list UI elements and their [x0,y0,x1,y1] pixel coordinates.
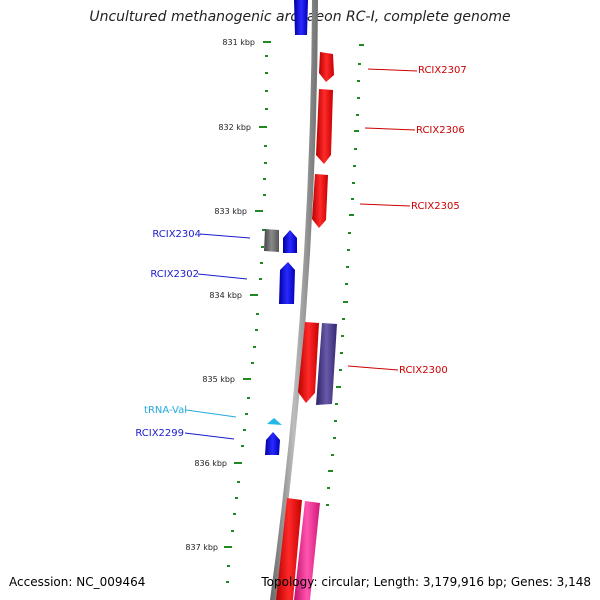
scale-ticks-left [226,55,268,583]
gene-rcix2300-red[interactable] [298,322,319,403]
scale-label-835: 835 kbp [202,375,235,384]
leader-rcix2300 [347,365,399,371]
gene-rcix2302[interactable] [279,262,295,304]
genome-summary-text: Topology: circular; Length: 3,179,916 bp… [261,575,591,589]
label-rcix2304[interactable]: RCIX2304 [152,229,201,240]
scale-label-831: 831 kbp [222,38,255,47]
gene-rcix2299[interactable] [265,432,280,455]
gene-rcix2300[interactable] [316,323,337,405]
leader-rcix2307 [367,68,418,72]
scale-label-836: 836 kbp [194,459,227,468]
gene-rcix2304-gray[interactable] [264,229,279,252]
leader-trna-val [185,409,237,418]
leader-rcix2304 [199,233,251,239]
label-rcix2302[interactable]: RCIX2302 [150,269,199,280]
gene-rcix2305[interactable] [312,174,328,228]
scale-ticks-right [326,44,364,506]
leader-rcix2299 [184,432,235,440]
gene-bottom-red[interactable] [276,498,302,600]
label-rcix2306[interactable]: RCIX2306 [416,125,465,136]
leader-rcix2302 [197,273,248,280]
scale-label-832: 832 kbp [218,123,251,132]
gene-top-partial[interactable] [294,0,308,35]
label-rcix2300[interactable]: RCIX2300 [399,365,448,376]
leader-rcix2305 [359,203,411,207]
gene-bottom-pink[interactable] [294,501,320,600]
gene-rcix2304[interactable] [283,230,297,253]
scale-label-837: 837 kbp [185,543,218,552]
scale-label-834: 834 kbp [209,291,242,300]
label-rcix2305[interactable]: RCIX2305 [411,201,460,212]
genome-backbone [270,0,318,600]
trna-val-marker[interactable] [267,418,282,425]
scale-label-833: 833 kbp [214,207,247,216]
gene-rcix2306[interactable] [316,89,333,164]
leader-rcix2306 [364,127,416,131]
label-rcix2307[interactable]: RCIX2307 [418,65,467,76]
gene-rcix2307[interactable] [319,52,334,82]
accession-text: Accession: NC_009464 [9,575,146,589]
label-trna-val[interactable]: tRNA-Val [144,405,187,416]
label-rcix2299[interactable]: RCIX2299 [135,428,184,439]
scale-major-ticks-left [224,41,271,548]
